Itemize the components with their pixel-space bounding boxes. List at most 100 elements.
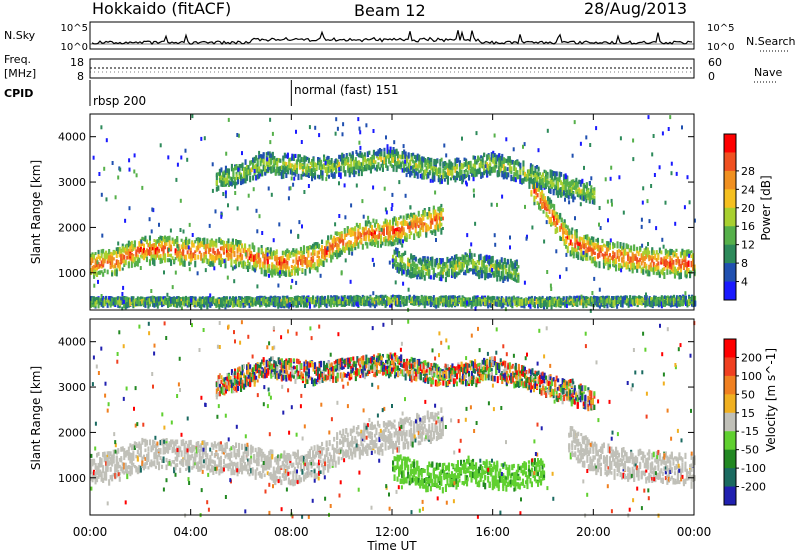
- echo-cell: [313, 299, 316, 305]
- echo-cell: [266, 297, 269, 302]
- echo-cell: [354, 232, 357, 239]
- echo-cell: [605, 241, 608, 247]
- echo-cell: [461, 296, 464, 303]
- echo-cell: [216, 300, 219, 304]
- echo-cell: [280, 169, 283, 175]
- echo-cell: [201, 238, 204, 242]
- echo-cell: [485, 300, 488, 307]
- echo-cell: [393, 239, 396, 245]
- echo-cell: [161, 246, 164, 252]
- echo-cell: [643, 262, 646, 268]
- echo-cell: [492, 166, 495, 173]
- echo-cell: [413, 294, 416, 301]
- echo-cell: [399, 227, 402, 232]
- echo-cell: [447, 269, 450, 276]
- echo-cell: [256, 296, 259, 301]
- echo-cell: [389, 230, 392, 238]
- echo-cell: [402, 300, 405, 307]
- echo-cell: [522, 169, 525, 175]
- echo-cell: [358, 231, 361, 236]
- echo-cell: [434, 261, 437, 267]
- echo-cell: [249, 175, 252, 183]
- echo-cell: [402, 227, 405, 232]
- echo-cell: [317, 160, 320, 166]
- echo-cell: [370, 236, 373, 242]
- echo-cell: [277, 261, 280, 266]
- echo-cell: [311, 174, 314, 182]
- echo-cell: [407, 162, 410, 168]
- echo-cell: [389, 162, 392, 167]
- echo-cell: [395, 165, 398, 171]
- echo-cell: [165, 240, 168, 247]
- echo-cell: [320, 159, 323, 167]
- echo-cell: [339, 250, 342, 257]
- echo-cell: [344, 157, 347, 161]
- echo-cell: [487, 295, 490, 299]
- echo-cell: [431, 297, 434, 302]
- echo-cell: [498, 166, 501, 174]
- echo-cell: [410, 231, 413, 236]
- echo-cell: [368, 160, 371, 165]
- echo-cell: [478, 167, 481, 175]
- echo-cell: [278, 272, 281, 278]
- echo-cell: [223, 180, 226, 187]
- echo-cell: [106, 256, 109, 261]
- echo-cell: [176, 301, 179, 308]
- echo-cell: [352, 230, 355, 237]
- echo-cell: [198, 242, 201, 249]
- echo-cell: [381, 160, 384, 165]
- echo-cell: [308, 298, 311, 302]
- echo-cell: [280, 269, 283, 277]
- echo-cell: [424, 158, 427, 163]
- echo-cell: [610, 256, 613, 260]
- echo-cell: [366, 299, 369, 306]
- echo-cell: [449, 161, 452, 167]
- echo-cell: [452, 297, 455, 303]
- echo-cell: [354, 157, 357, 162]
- echo-cell: [194, 255, 197, 260]
- echo-cell: [548, 181, 551, 185]
- echo-cell: [491, 270, 494, 276]
- echo-cell: [129, 299, 132, 307]
- echo-cell: [514, 172, 517, 176]
- echo-cell: [265, 269, 268, 277]
- echo-cell: [126, 255, 129, 260]
- echo-cell: [408, 225, 411, 229]
- echo-cell: [640, 261, 643, 266]
- echo-cell: [255, 155, 258, 161]
- echo-cell: [293, 296, 296, 301]
- echo-cell: [281, 250, 284, 256]
- echo-cell: [357, 160, 360, 166]
- echo-cell: [545, 206, 548, 212]
- echo-cell: [663, 256, 666, 260]
- echo-cell: [679, 264, 682, 269]
- echo-cell: [378, 232, 381, 239]
- echo-cell: [460, 268, 463, 273]
- echo-cell: [210, 242, 213, 247]
- echo-cell: [655, 250, 658, 255]
- echo-cell: [256, 168, 259, 174]
- echo-cell: [258, 170, 261, 177]
- echo-cell: [561, 182, 564, 187]
- echo-cell: [194, 260, 197, 268]
- echo-cell: [340, 249, 343, 255]
- echo-cell: [559, 212, 562, 220]
- echo-cell: [238, 261, 241, 268]
- echo-cell: [396, 220, 399, 227]
- echo-cell: [165, 297, 168, 302]
- echo-cell: [321, 239, 324, 244]
- echo-cell: [357, 242, 360, 249]
- echo-cell: [402, 296, 405, 302]
- echo-cell: [427, 157, 430, 162]
- echo-cell: [330, 158, 333, 165]
- echo-cell: [301, 255, 304, 261]
- echo-cell: [337, 299, 340, 305]
- echo-cell: [684, 250, 687, 256]
- echo-cell: [604, 251, 607, 256]
- echo-cell: [393, 228, 396, 234]
- echo-cell: [103, 268, 106, 273]
- echo-cell: [444, 271, 447, 276]
- echo-cell: [230, 258, 233, 266]
- echo-cell: [330, 244, 333, 249]
- echo-cell: [136, 301, 139, 306]
